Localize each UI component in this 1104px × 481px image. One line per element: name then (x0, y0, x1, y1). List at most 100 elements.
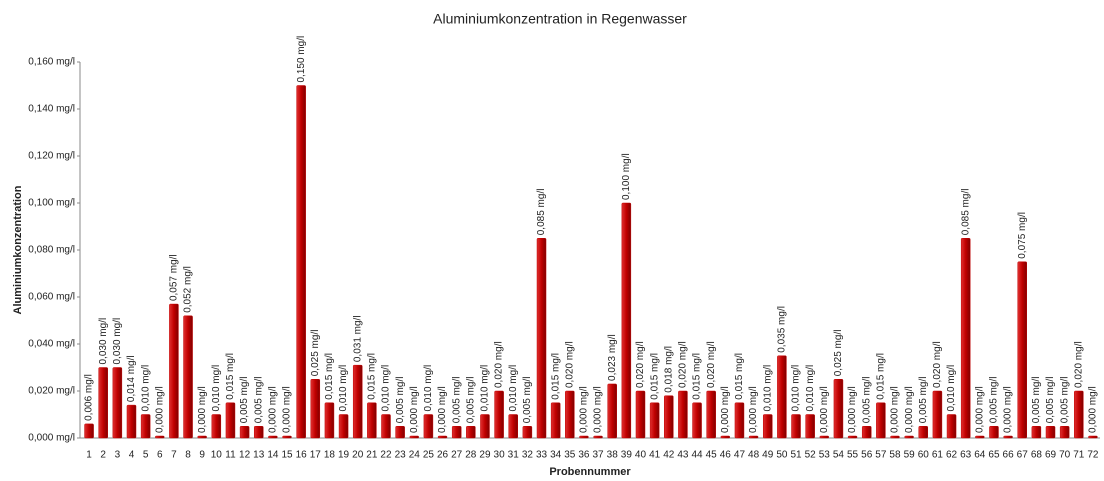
bar (239, 426, 250, 439)
value-label: 0,010 mg/l (338, 365, 349, 412)
x-tick-label: 24 (409, 450, 421, 461)
x-tick-label: 53 (819, 450, 831, 461)
value-label: 0,010 mg/l (480, 365, 491, 412)
value-label: 0,000 mg/l (890, 386, 901, 433)
value-label: 0,000 mg/l (154, 386, 165, 433)
bar (550, 402, 561, 439)
x-tick-label: 40 (635, 450, 647, 461)
x-tick-label: 6 (157, 450, 163, 461)
x-tick-label: 32 (522, 450, 534, 461)
x-tick-label: 63 (960, 450, 972, 461)
value-label: 0,000 mg/l (819, 386, 830, 433)
value-label: 0,000 mg/l (748, 386, 759, 433)
value-label: 0,010 mg/l (762, 365, 773, 412)
bar (664, 395, 674, 439)
bar (225, 402, 236, 439)
value-label: 0,005 mg/l (1031, 377, 1042, 424)
bar (861, 426, 872, 439)
value-label: 0,075 mg/l (1017, 212, 1028, 259)
bar (1045, 426, 1056, 439)
value-label: 0,020 mg/l (564, 341, 575, 388)
value-label: 0,000 mg/l (974, 386, 985, 433)
x-tick-label: 11 (225, 450, 236, 461)
value-label: 0,014 mg/l (126, 355, 137, 402)
bar (536, 238, 547, 439)
value-label: 0,015 mg/l (875, 353, 886, 400)
bar (282, 435, 292, 439)
bar (310, 379, 321, 439)
bar (112, 367, 123, 439)
x-tick-label: 21 (366, 450, 378, 461)
bar (649, 402, 660, 439)
value-label: 0,020 mg/l (494, 341, 505, 388)
bar (706, 390, 716, 439)
bar (409, 435, 420, 439)
value-label: 0,057 mg/l (169, 254, 180, 301)
x-tick-label: 8 (185, 450, 191, 461)
x-tick-label: 5 (143, 450, 149, 461)
bar (183, 315, 193, 439)
value-label: 0,010 mg/l (946, 365, 957, 412)
x-tick-label: 54 (833, 450, 845, 461)
x-tick-label: 38 (607, 450, 619, 461)
bar (734, 402, 745, 439)
value-label: 0,010 mg/l (423, 365, 434, 412)
bar (819, 435, 830, 439)
bar (84, 423, 94, 439)
x-tick-label: 3 (115, 450, 121, 461)
bar (423, 414, 434, 439)
x-tick-label: 47 (734, 450, 746, 461)
bar (437, 435, 448, 439)
value-label: 0,000 mg/l (904, 386, 915, 433)
bar (381, 414, 391, 439)
value-label: 0,000 mg/l (847, 386, 858, 433)
y-tick-label: 0,120 mg/l (28, 151, 75, 162)
x-tick-label: 48 (748, 450, 760, 461)
bar (565, 390, 575, 439)
value-label: 0,085 mg/l (960, 189, 971, 236)
bar (451, 426, 462, 439)
value-label: 0,010 mg/l (211, 365, 222, 412)
x-tick-label: 31 (508, 450, 520, 461)
value-label: 0,005 mg/l (989, 377, 1000, 424)
x-tick-label: 65 (988, 450, 1000, 461)
x-tick-label: 51 (790, 450, 802, 461)
bar (1031, 426, 1042, 439)
bar (253, 426, 264, 439)
y-tick-label: 0,100 mg/l (28, 198, 75, 209)
x-axis-title: Probennummer (549, 466, 631, 478)
bar (367, 402, 377, 439)
x-tick-label: 19 (338, 450, 350, 461)
bar (268, 435, 278, 439)
value-label: 0,015 mg/l (225, 353, 236, 400)
y-tick-label: 0,020 mg/l (28, 386, 75, 397)
bar (904, 435, 914, 439)
x-tick-label: 44 (691, 450, 703, 461)
x-tick-label: 18 (324, 450, 336, 461)
bar (762, 414, 773, 439)
bar (352, 364, 363, 439)
bar (98, 367, 108, 439)
value-label: 0,005 mg/l (861, 377, 872, 424)
x-tick-label: 34 (550, 450, 562, 461)
x-tick-label: 42 (663, 450, 675, 461)
x-tick-label: 26 (437, 450, 449, 461)
value-label: 0,000 mg/l (1088, 386, 1099, 433)
value-label: 0,020 mg/l (678, 341, 689, 388)
x-tick-label: 66 (1003, 450, 1015, 461)
x-tick-label: 29 (479, 450, 491, 461)
x-tick-label: 4 (129, 450, 135, 461)
x-tick-label: 59 (904, 450, 916, 461)
x-tick-label: 67 (1017, 450, 1029, 461)
x-tick-label: 41 (649, 450, 661, 461)
value-label: 0,025 mg/l (310, 330, 321, 377)
bar (989, 426, 999, 439)
value-label: 0,015 mg/l (734, 353, 745, 400)
x-tick-label: 14 (267, 450, 279, 461)
value-label: 0,000 mg/l (1003, 386, 1014, 433)
x-tick-label: 55 (847, 450, 859, 461)
value-label: 0,005 mg/l (522, 377, 533, 424)
y-tick-label: 0,080 mg/l (28, 245, 75, 256)
bar (847, 435, 858, 439)
bar (946, 414, 957, 439)
